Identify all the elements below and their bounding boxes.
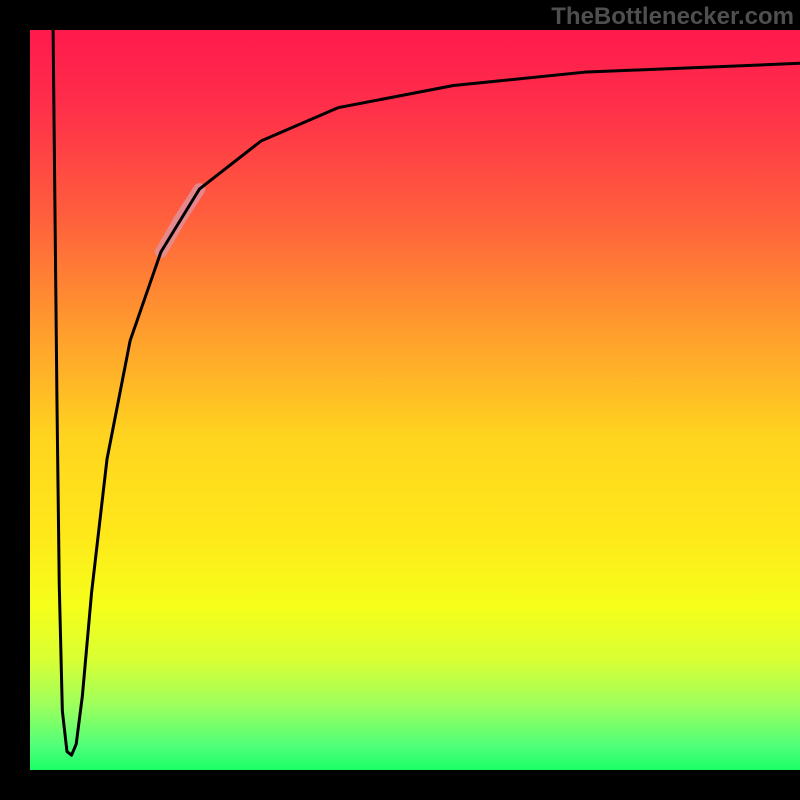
watermark-text: TheBottlenecker.com	[551, 3, 794, 31]
plot-area	[30, 30, 800, 770]
chart-canvas: TheBottlenecker.com	[0, 0, 800, 800]
